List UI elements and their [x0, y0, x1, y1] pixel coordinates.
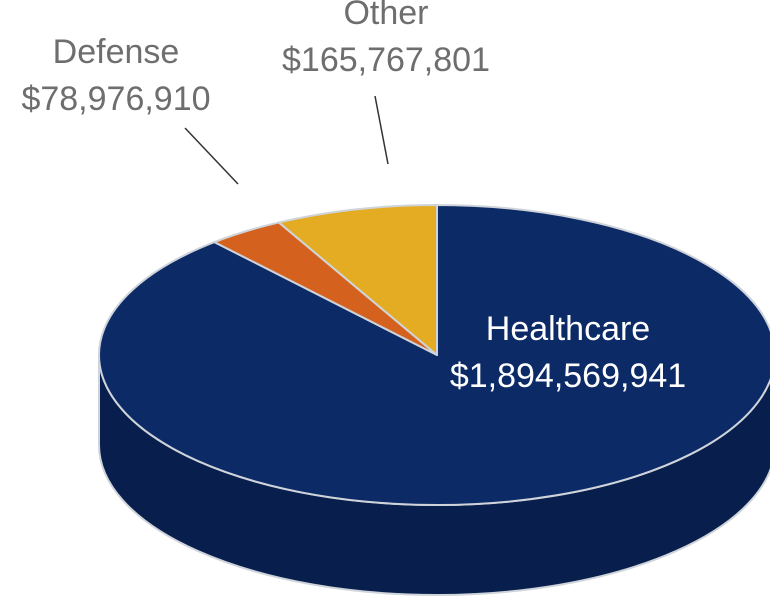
slice-value-defense: $78,976,910: [21, 80, 210, 118]
pie-top-layer: [98, 204, 770, 506]
slice-label-healthcare: Healthcare: [486, 310, 650, 348]
slice-label-other: Other: [343, 0, 428, 32]
slice-value-healthcare: $1,894,569,941: [450, 357, 686, 395]
slice-label-defense: Defense: [53, 33, 180, 71]
pie-slice-healthcare: [98, 204, 770, 506]
pie-slice-other: [277, 204, 438, 356]
slice-labels: Healthcare $1,894,569,941 Defense $78,976,9…: [21, 0, 686, 395]
leader-line-defense: [184, 127, 239, 185]
leader-line-other: [374, 95, 389, 165]
slice-value-other: $165,767,801: [282, 41, 490, 79]
leader-lines: [184, 95, 389, 185]
